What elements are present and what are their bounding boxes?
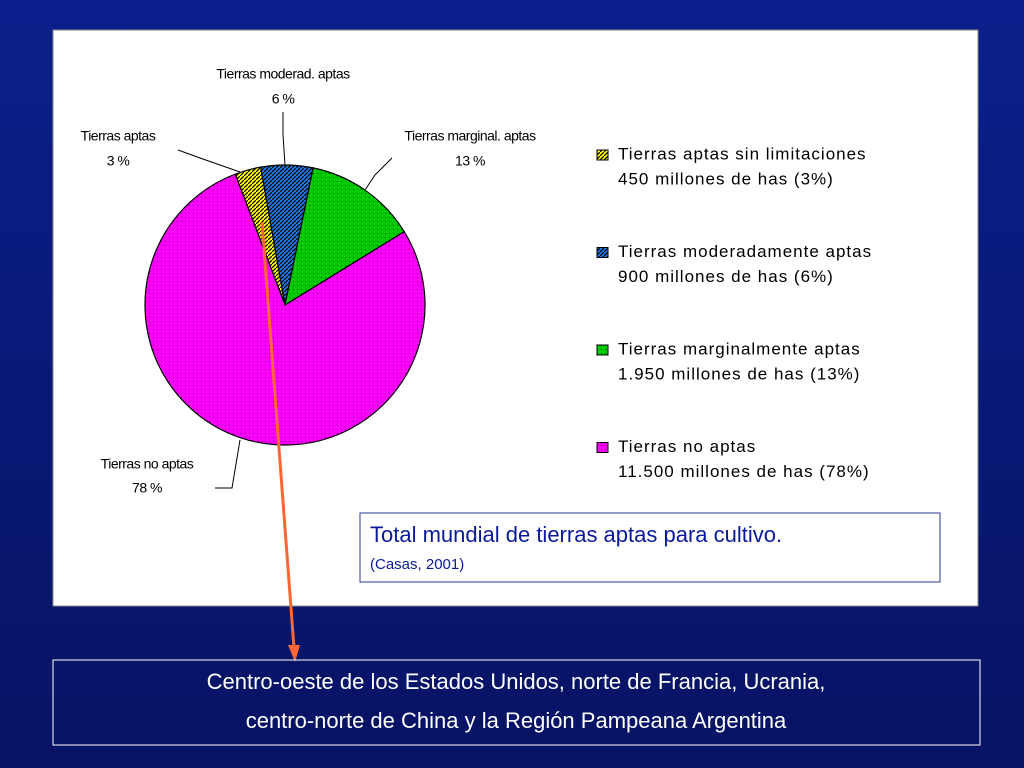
legend: Tierras aptas sin limitaciones 450 millon… [596, 144, 872, 481]
arrow-head [288, 645, 300, 662]
legend-detail: 900 millones de has (6%) [618, 267, 834, 286]
caption-box [359, 512, 941, 583]
slice-label: Tierras aptas [81, 128, 156, 144]
footer-line: centro-norte de China y la Región Pampea… [246, 708, 787, 733]
arrow-line [260, 221, 296, 649]
slice-label: Tierras moderad. aptas [216, 66, 350, 82]
legend-swatch [596, 344, 609, 356]
legend-swatch [596, 442, 609, 453]
footer-line: Centro-oeste de los Estados Unidos, nort… [207, 669, 826, 694]
legend-detail: 1.950 millones de has (13%) [618, 364, 860, 383]
footer-box [52, 659, 981, 746]
pie-slice [144, 173, 426, 446]
slice-value-label: 78 % [132, 480, 162, 496]
slice-label: Tierras no aptas [101, 456, 194, 472]
pie [144, 164, 426, 446]
leader-lines [177, 112, 393, 489]
legend-swatch [596, 149, 609, 161]
legend-detail: 450 millones de has (3%) [618, 169, 834, 188]
chart-title: Total mundial de tierras aptas para cult… [370, 522, 782, 547]
slice-value-label: 3 % [107, 153, 130, 169]
slice-value-label: 6 % [272, 91, 295, 107]
slice-value-label: 13 % [455, 153, 485, 169]
legend-label: Tierras moderadamente aptas [618, 242, 872, 261]
legend-swatch [596, 247, 609, 258]
legend-label: Tierras no aptas [618, 437, 756, 456]
legend-detail: 11.500 millones de has (78%) [618, 462, 870, 481]
legend-label: Tierras marginalmente aptas [618, 339, 861, 358]
chart-source: (Casas, 2001) [370, 556, 464, 573]
pie-slice [284, 167, 406, 307]
legend-label: Tierras aptas sin limitaciones [618, 144, 867, 163]
slice-label: Tierras marginal. aptas [404, 128, 536, 144]
